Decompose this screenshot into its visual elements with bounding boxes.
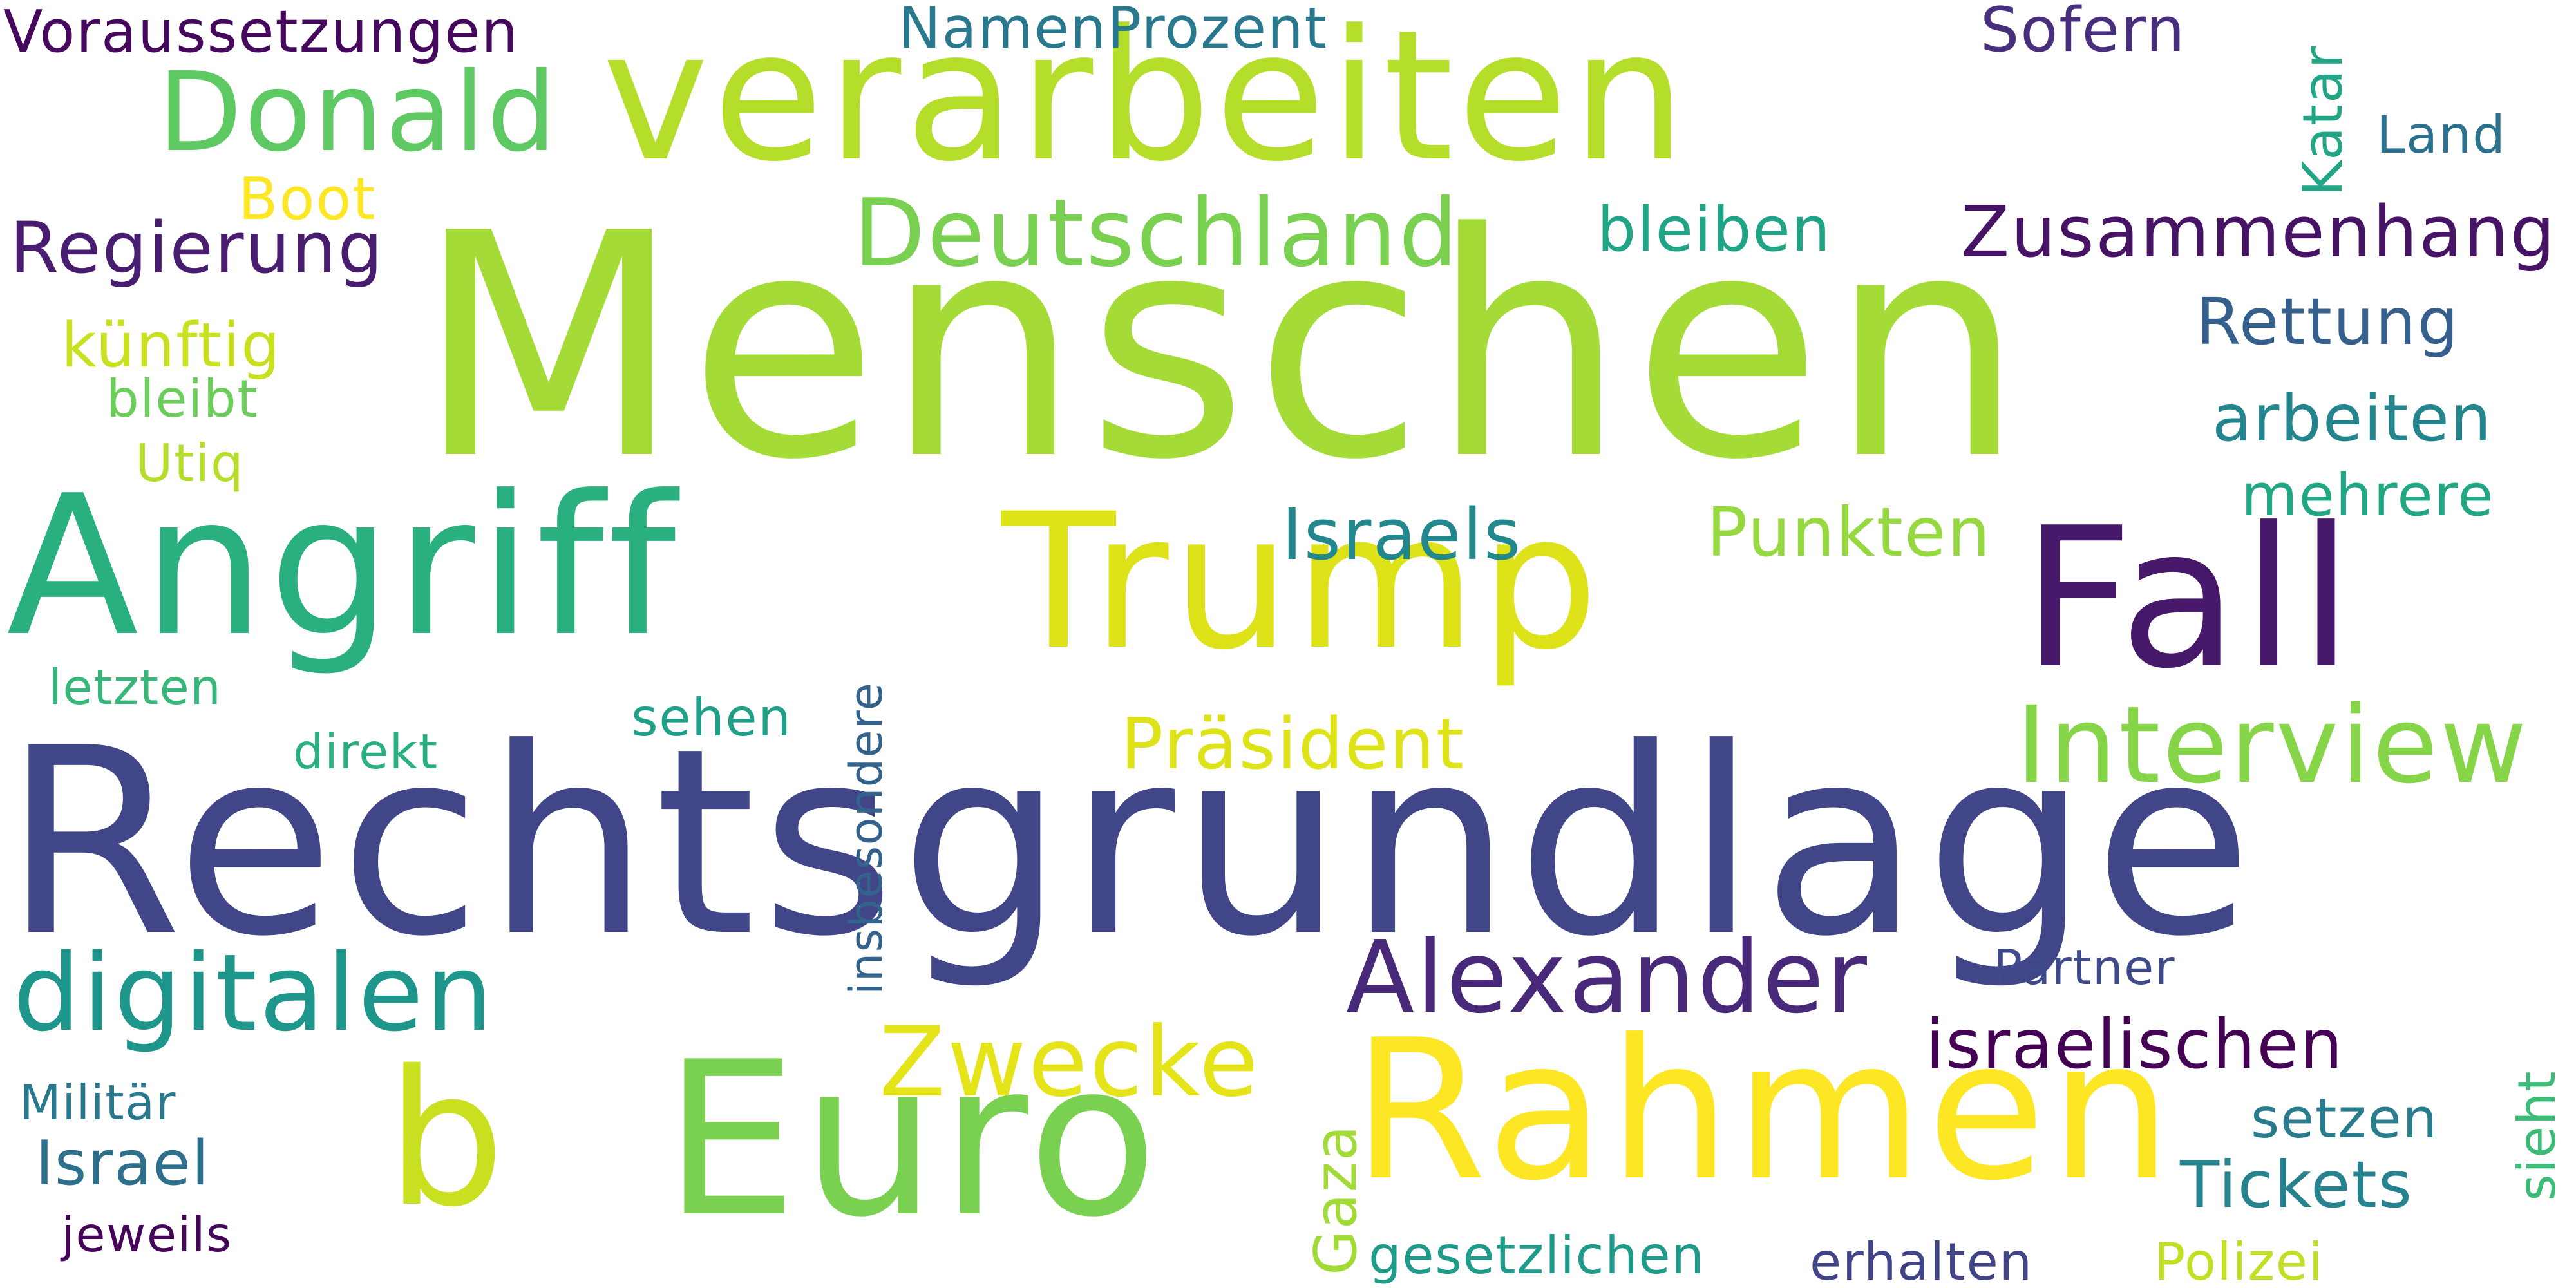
word-fall: Fall	[2022, 486, 2357, 711]
word-setzen: setzen	[2251, 1087, 2438, 1151]
word-gaza: Gaza	[1302, 1124, 1370, 1276]
word-donald: Donald	[158, 49, 559, 176]
word-deutschland: Deutschland	[853, 179, 1460, 288]
word-utiq: Utiq	[135, 433, 245, 493]
word-trump: Trump	[1001, 474, 1603, 691]
word-insbesondere: insbesondere	[840, 681, 893, 995]
word-interview: Interview	[2016, 683, 2529, 807]
word-zusammenhang: Zusammenhang	[1961, 191, 2557, 273]
word-arbeiten: arbeiten	[2212, 381, 2493, 456]
word-militaer: Militär	[19, 1074, 176, 1131]
word-angriff: Angriff	[6, 454, 680, 679]
word-b: b	[386, 1031, 509, 1248]
word-punkten: Punkten	[1707, 493, 1992, 572]
word-israelischen: israelischen	[1926, 1005, 2344, 1084]
word-bleiben: bleiben	[1597, 194, 1832, 265]
word-verarbeiten: verarbeiten	[602, 0, 1690, 202]
word-israel: Israel	[35, 1128, 211, 1199]
word-digitalen: digitalen	[13, 931, 495, 1055]
word-alexander: Alexander	[1346, 919, 1870, 1036]
word-zwecke: Zwecke	[879, 1007, 1260, 1119]
word-direkt: direkt	[293, 723, 439, 780]
word-rahmen: Rahmen	[1352, 998, 2176, 1223]
word-katar: Katar	[2291, 44, 2355, 196]
word-bleibt: bleibt	[106, 369, 259, 429]
word-sieht: sieht	[2507, 1070, 2567, 1201]
word-erhalten: erhalten	[1810, 1232, 2033, 1288]
word-tickets: Tickets	[2180, 1147, 2413, 1222]
word-gesetzlichen: gesetzlichen	[1368, 1226, 1705, 1285]
word-praesident: Präsident	[1121, 703, 1466, 785]
word-regierung: Regierung	[10, 207, 384, 289]
word-polizei: Polizei	[2154, 1232, 2324, 1288]
word-sofern: Sofern	[1980, 0, 2186, 66]
word-boot: Boot	[238, 166, 377, 233]
word-letzten: letzten	[48, 659, 222, 715]
word-sehen: sehen	[631, 688, 792, 748]
word-israels: Israels	[1282, 493, 1522, 576]
word-namenprozent: NamenProzent	[898, 0, 1328, 61]
word-jeweils: jeweils	[61, 1206, 232, 1263]
word-menschen: Menschen	[415, 167, 2031, 527]
word-land: Land	[2376, 105, 2506, 165]
word-kuenftig: künftig	[61, 310, 281, 381]
word-rettung: Rettung	[2196, 284, 2460, 359]
word-euro: Euro	[663, 1016, 1162, 1264]
word-partner: Partner	[1993, 939, 2176, 996]
word-voraussetzungen: Voraussetzungen	[3, 0, 520, 66]
word-mehrere: mehrere	[2241, 462, 2495, 529]
word-rechtsgrundlage: Rechtsgrundlage	[3, 694, 2258, 993]
